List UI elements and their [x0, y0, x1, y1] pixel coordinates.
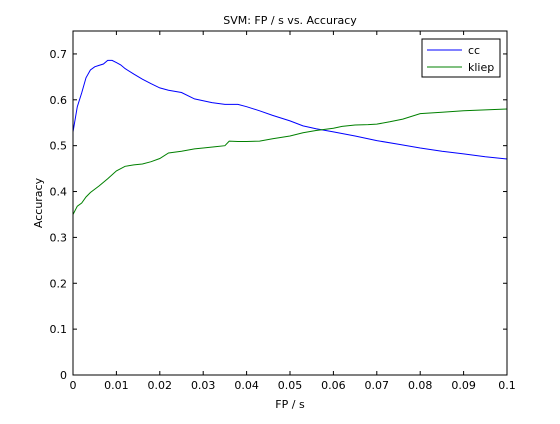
y-tick-label: 0.5 — [50, 140, 68, 153]
y-tick-label: 0.3 — [50, 231, 68, 244]
x-tick-label: 0.09 — [451, 379, 476, 392]
series-line-kliep — [72, 108, 508, 215]
legend: cc kliep — [421, 38, 501, 78]
y-tick-label: 0.2 — [50, 277, 68, 290]
y-tick-label: 0.4 — [50, 186, 68, 199]
y-tick-label: 0 — [60, 369, 67, 382]
legend-box — [421, 38, 501, 78]
y-tick-label: 0.1 — [50, 323, 68, 336]
x-tick-label: 0 — [70, 379, 77, 392]
plot-frame — [72, 30, 508, 376]
series-line-cc — [72, 59, 508, 160]
x-tick-label: 0.1 — [498, 379, 516, 392]
x-tick-label: 0.05 — [278, 379, 303, 392]
x-tick-label: 0.02 — [148, 379, 173, 392]
axis-ticks: 0 0.01 0.02 0.03 0.04 0.05 0.06 0.07 0.08 0.09 0.1… — [50, 31, 516, 392]
x-tick-label: 0.01 — [104, 379, 129, 392]
chart-title: SVM: FP / s vs. Accuracy — [223, 14, 357, 27]
y-axis-label: Accuracy — [32, 177, 45, 228]
x-tick-label: 0.04 — [234, 379, 259, 392]
x-tick-label: 0.03 — [191, 379, 216, 392]
y-tick-label: 0.7 — [50, 48, 68, 61]
x-axis-label: FP / s — [275, 398, 305, 411]
x-tick-label: 0.07 — [365, 379, 390, 392]
legend-label-kliep: kliep — [468, 61, 494, 74]
plot-background — [73, 31, 507, 375]
legend-label-cc: cc — [468, 44, 480, 57]
y-tick-label: 0.6 — [50, 94, 68, 107]
series-lines — [72, 59, 508, 215]
x-tick-label: 0.06 — [321, 379, 346, 392]
x-tick-label: 0.08 — [408, 379, 433, 392]
